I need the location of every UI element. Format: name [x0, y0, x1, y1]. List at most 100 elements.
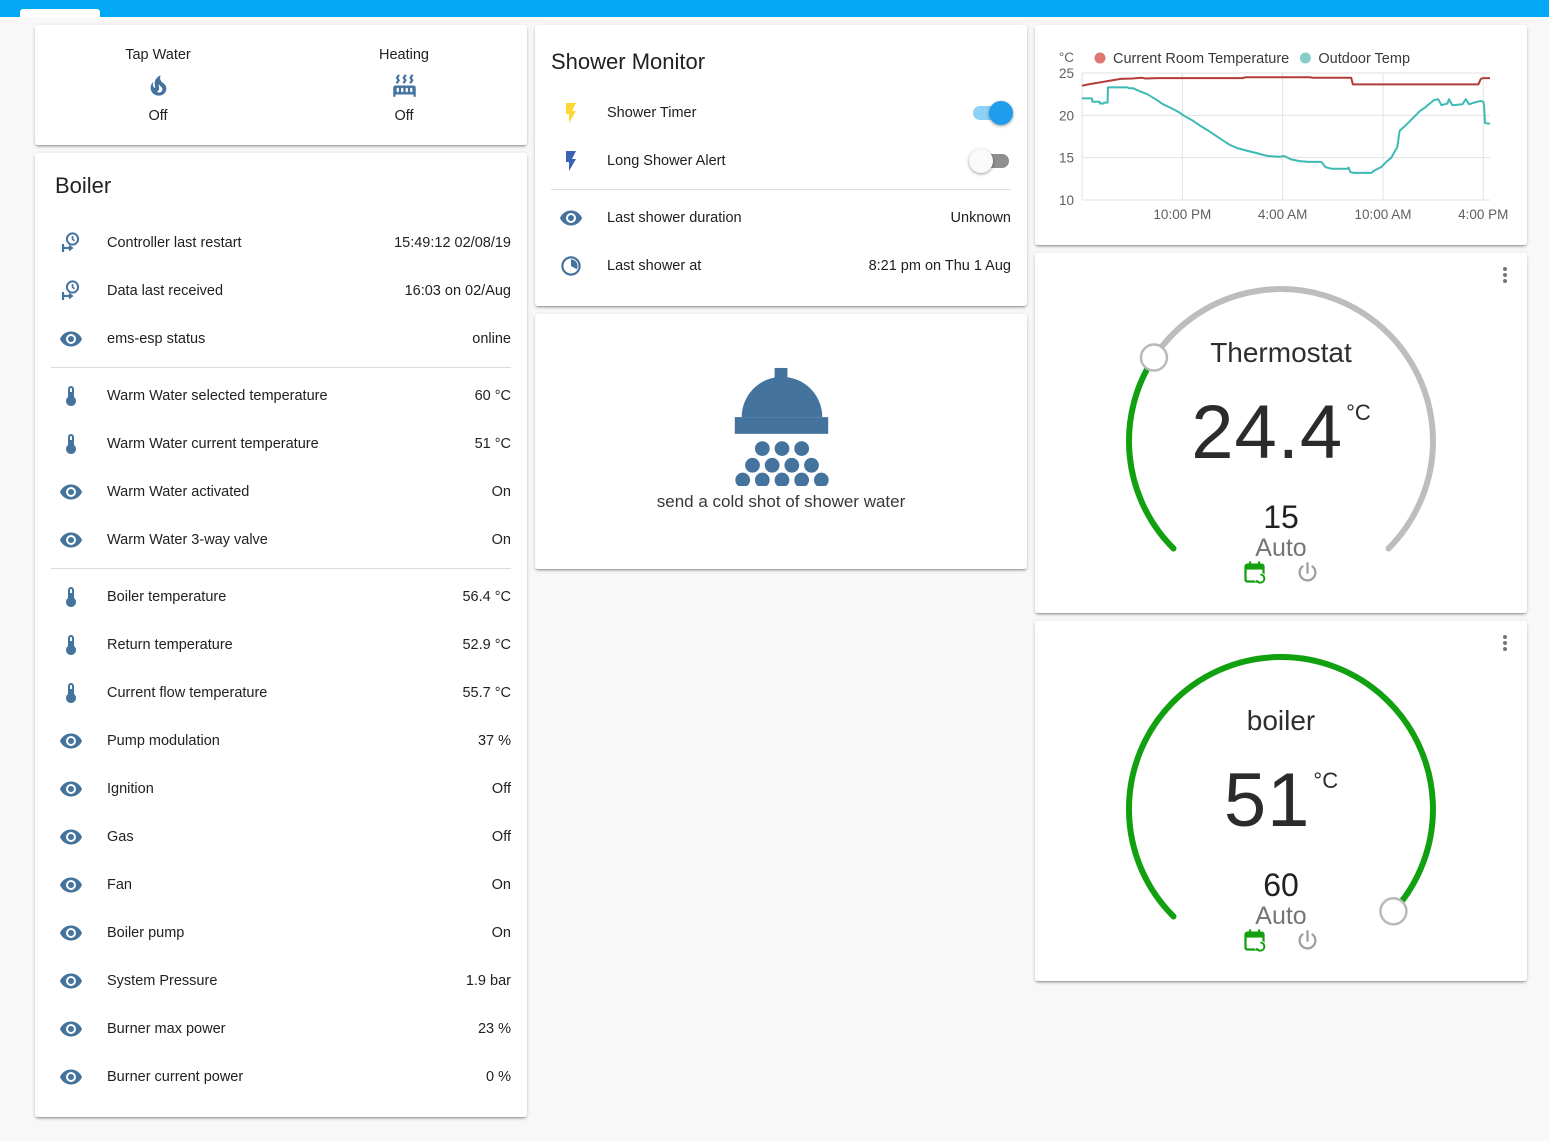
entity-row-value: 37 % [477, 733, 511, 749]
glance-item-label: Heating [379, 46, 429, 63]
entity-row[interactable]: Gas Off [51, 813, 511, 861]
entity-row[interactable]: System Pressure 1.9 bar [51, 957, 511, 1005]
entity-row-value: 1.9 bar [465, 973, 511, 989]
glance-item[interactable]: Heating Off [281, 47, 527, 124]
entity-row[interactable]: ems-esp status online [51, 315, 511, 363]
thermostat-mode: Auto [1255, 534, 1307, 562]
entity-row[interactable]: Controller last restart 15:49:12 02/08/19 [51, 219, 511, 267]
boiler-dial-title: boiler [1246, 705, 1316, 736]
eye-icon [59, 873, 83, 897]
entity-row[interactable]: Long Shower Alert [551, 137, 1011, 185]
entity-row[interactable]: Burner max power 23 % [51, 1005, 511, 1053]
eye-icon [59, 825, 83, 849]
entity-row-value: Off [491, 781, 511, 797]
entity-row-label: Gas [107, 829, 134, 845]
entity-row-label: Warm Water 3-way valve [107, 532, 268, 548]
calendar-sync-icon[interactable] [1241, 927, 1268, 954]
boiler-dial[interactable] [1035, 635, 1527, 965]
eye-icon [59, 729, 83, 753]
dial-track-arc [1151, 286, 1436, 552]
calendar-sync-icon[interactable] [1241, 559, 1268, 586]
left-column: Tap Water Off Heating Off Boiler Controller… [35, 25, 527, 1117]
entity-row-value: 60 °C [474, 388, 511, 404]
toggle-switch[interactable] [969, 149, 1011, 173]
series-line [1081, 76, 1490, 87]
clock-start-icon [59, 231, 83, 255]
entity-row[interactable]: Warm Water current temperature 51 °C [51, 420, 511, 468]
entity-row-label: Shower Timer [607, 105, 697, 121]
entity-row-value: On [491, 532, 511, 548]
eye-icon [59, 480, 83, 504]
entity-row-label: Burner current power [107, 1069, 244, 1085]
y-tick-label: 15 [1059, 151, 1074, 166]
eye-icon [59, 327, 83, 351]
dots-vertical-icon[interactable] [1493, 263, 1517, 287]
temperature-history-chart: 25 20 15 10 10:00 PM 4:00 AM 10:00 AM 4:00 PM °C… [1059, 50, 1509, 222]
entity-row[interactable]: Warm Water activated On [51, 468, 511, 516]
entity-row[interactable]: Warm Water selected temperature 60 °C [51, 372, 511, 420]
dial-handle[interactable] [1379, 897, 1408, 926]
boiler-mode: Auto [1255, 902, 1307, 930]
entity-row[interactable]: Shower Timer [551, 89, 1013, 137]
entity-row-value: 56.4 °C [462, 589, 511, 605]
cold-shot-shower-button[interactable]: send a cold shot of shower water [535, 314, 1027, 569]
shower-head-icon [722, 338, 840, 486]
entity-row-label: Controller last restart [107, 235, 242, 251]
legend-dot [1094, 52, 1106, 64]
divider [51, 568, 511, 569]
eye-icon [59, 1017, 83, 1041]
entity-row[interactable]: Ignition Off [51, 765, 511, 813]
dial-value-arc [1125, 354, 1177, 552]
glance-item[interactable]: Tap Water Off [35, 47, 281, 124]
boiler-setpoint: 60 [1263, 867, 1299, 903]
legend-label: Current Room Temperature [1113, 51, 1289, 67]
entity-row-value: 55.7 °C [462, 685, 511, 701]
thermometer-icon [59, 681, 83, 705]
thermometer-icon [59, 384, 83, 408]
entity-row[interactable]: Warm Water 3-way valve On [51, 516, 511, 564]
series-line [1082, 86, 1491, 174]
entity-row-value: Unknown [950, 210, 1011, 226]
active-tab-indicator[interactable] [20, 9, 100, 17]
entity-row[interactable]: Return temperature 52.9 °C [51, 621, 511, 669]
middle-column: Shower Monitor Shower Timer Long Shower A… [535, 25, 1027, 569]
power-icon[interactable] [1294, 559, 1321, 586]
x-tick-label: 4:00 PM [1458, 207, 1508, 222]
x-tick-label: 4:00 AM [1258, 207, 1308, 222]
dial-handle[interactable] [1139, 343, 1169, 372]
divider [51, 367, 511, 368]
entity-row[interactable]: Current flow temperature 55.7 °C [51, 669, 511, 717]
entity-row[interactable]: Pump modulation 37 % [51, 717, 511, 765]
entity-row-value: On [491, 484, 511, 500]
entity-row[interactable]: Last shower duration Unknown [551, 194, 1011, 242]
entity-row[interactable]: Fan On [51, 861, 511, 909]
dots-vertical-icon[interactable] [1493, 631, 1517, 655]
toggle-switch[interactable] [971, 101, 1013, 125]
entity-row[interactable]: Boiler pump On [51, 909, 511, 957]
glance-card: Tap Water Off Heating Off [35, 25, 527, 145]
entity-row-label: Warm Water current temperature [107, 436, 319, 452]
entity-row-label: Warm Water selected temperature [107, 388, 328, 404]
thermometer-icon [59, 633, 83, 657]
legend-dot [1299, 52, 1311, 64]
boiler-rows: Controller last restart 15:49:12 02/08/19… [35, 219, 527, 1101]
entity-row[interactable]: Data last received 16:03 on 02/Aug [51, 267, 511, 315]
entity-row-value: 15:49:12 02/08/19 [394, 235, 511, 251]
clock-start-icon [59, 279, 83, 303]
entity-row-label: Burner max power [107, 1021, 226, 1037]
entity-row[interactable]: Last shower at 8:21 pm on Thu 1 Aug [551, 242, 1011, 290]
eye-icon [59, 528, 83, 552]
shower-caption: send a cold shot of shower water [656, 492, 906, 511]
glance-item-label: Tap Water [125, 46, 191, 63]
glance-item-state: Off [148, 107, 168, 124]
entity-row[interactable]: Burner current power 0 % [51, 1053, 511, 1101]
entity-row-value: 0 % [486, 1069, 511, 1085]
dashboard: Tap Water Off Heating Off Boiler Controller… [0, 17, 1549, 1117]
y-axis-unit: °C [1059, 50, 1074, 65]
entity-row-label: Return temperature [107, 637, 233, 653]
power-icon[interactable] [1294, 927, 1321, 954]
flash-icon [559, 101, 583, 125]
right-column: 25 20 15 10 10:00 PM 4:00 AM 10:00 AM 4:00 PM °C… [1035, 25, 1527, 981]
entity-row[interactable]: Boiler temperature 56.4 °C [51, 573, 511, 621]
thermostat-dial[interactable] [1035, 267, 1527, 597]
